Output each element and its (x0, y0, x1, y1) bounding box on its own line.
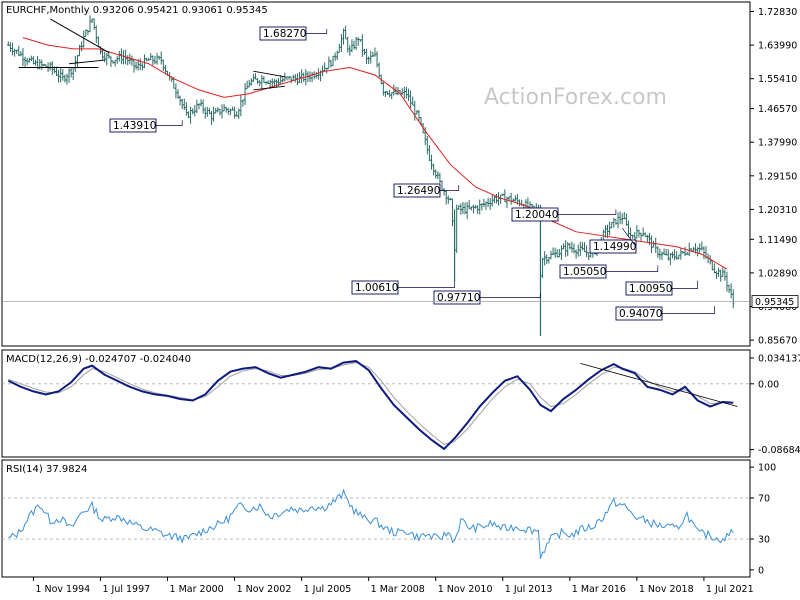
watermark: ActionForex.com (484, 85, 667, 110)
time-tick-label: 1 Jul 2013 (505, 584, 553, 595)
price-annotation-label: 1.68270 (263, 28, 306, 40)
time-tick-label: 1 Nov 1994 (35, 584, 90, 595)
price-annotation-label: 1.26490 (397, 185, 440, 197)
price-annotation-leader (398, 281, 455, 288)
rsi-panel-frame (1, 459, 751, 578)
price-annotation-label: 1.14990 (593, 241, 636, 253)
time-tick-label: 1 Mar 2000 (170, 584, 224, 595)
price-annotation-leader (672, 280, 698, 289)
price-panel-frame (1, 1, 751, 347)
macd-header: MACD(12,26,9) -0.024707 -0.024040 (6, 354, 191, 365)
time-tick-label: 1 Nov 2018 (639, 584, 694, 595)
time-tick-label: 1 Mar 2016 (572, 584, 626, 595)
rsi-tick-label: 0 (758, 565, 764, 576)
price-annotation-leader (621, 227, 637, 247)
rsi-axis-ticks: 100 70 30 0 (750, 463, 776, 576)
macd-tick-label: 0.034137 (758, 353, 800, 364)
price-tick-label: 1.72830 (758, 7, 797, 18)
price-annotation-label: 1.05050 (563, 266, 606, 278)
rsi-line (2, 488, 750, 559)
macd-tick-label: -0.086849 (758, 445, 800, 456)
price-tick-label: 1.37990 (758, 138, 797, 149)
moving-average-line (22, 37, 728, 270)
macd-axis-ticks: 0.034137 0.00 -0.086849 (750, 353, 800, 456)
price-tick-label: 1.63990 (758, 41, 797, 52)
rsi-tick-label: 30 (758, 535, 770, 546)
price-trendline (253, 85, 285, 91)
price-annotations: 1.68270 1.43910 1.26490 1.00610 0.97710 1.200… (109, 26, 715, 321)
time-tick-label: 1 Jul 1997 (102, 584, 150, 595)
price-annotation-leader (306, 29, 328, 34)
price-tick-label: 1.46570 (758, 104, 797, 115)
rsi-header: RSI(14) 37.9824 (6, 464, 87, 475)
rsi-line (8, 488, 734, 559)
price-trendline (69, 59, 105, 65)
rsi-tick-label: 100 (758, 463, 776, 474)
price-trendline (253, 70, 285, 78)
price-annotation-label: 0.97710 (437, 292, 480, 304)
time-tick-label: 1 Jul 2021 (706, 584, 754, 595)
last-price-label: 0.95345 (755, 297, 794, 308)
time-tick-label: 1 Nov 2002 (237, 584, 292, 595)
price-annotation-label: 0.94070 (619, 308, 662, 320)
price-tick-label: 1.55410 (758, 74, 797, 85)
price-trendlines (18, 18, 285, 91)
macd-panel-frame (1, 349, 751, 458)
price-annotation-label: 1.43910 (113, 120, 156, 132)
rsi-tick-label: 70 (758, 493, 770, 504)
macd-signal-line (8, 362, 734, 445)
price-annotation-leader (662, 306, 715, 314)
price-annotation-leader (558, 209, 617, 215)
time-tick-label: 1 Nov 2010 (438, 584, 493, 595)
price-trendline (49, 18, 110, 53)
macd-lines (2, 360, 750, 451)
price-annotation-leader (440, 185, 460, 191)
price-tick-label: 1.02890 (758, 268, 797, 279)
last-price-box (751, 295, 799, 308)
macd-line (7, 360, 734, 451)
price-annotation-leader (606, 265, 659, 272)
time-tick-label: 1 Jul 2005 (304, 584, 352, 595)
macd-tick-label: 0.00 (758, 379, 779, 390)
moving-average (22, 37, 728, 270)
price-annotation-leader (480, 292, 541, 298)
macd-trendline (580, 362, 738, 407)
price-annotation-label: 1.00610 (355, 282, 398, 294)
time-tick-label: 1 Mar 2008 (371, 584, 425, 595)
price-annotation-leader (156, 120, 183, 126)
price-annotation-label: 1.20040 (515, 209, 558, 221)
price-annotation-label: 1.00950 (629, 283, 672, 295)
time-axis: 1 Nov 1994 1 Jul 1997 1 Mar 2000 1 Nov 2002… (32, 577, 754, 595)
price-tick-label: 0.85670 (758, 336, 797, 347)
price-tick-label: 1.11490 (758, 235, 797, 246)
price-tick-label: 1.29150 (758, 171, 797, 182)
price-header: EURCHF,Monthly 0.93206 0.95421 0.93061 0… (6, 5, 268, 16)
price-tick-label: 1.20310 (758, 205, 797, 216)
